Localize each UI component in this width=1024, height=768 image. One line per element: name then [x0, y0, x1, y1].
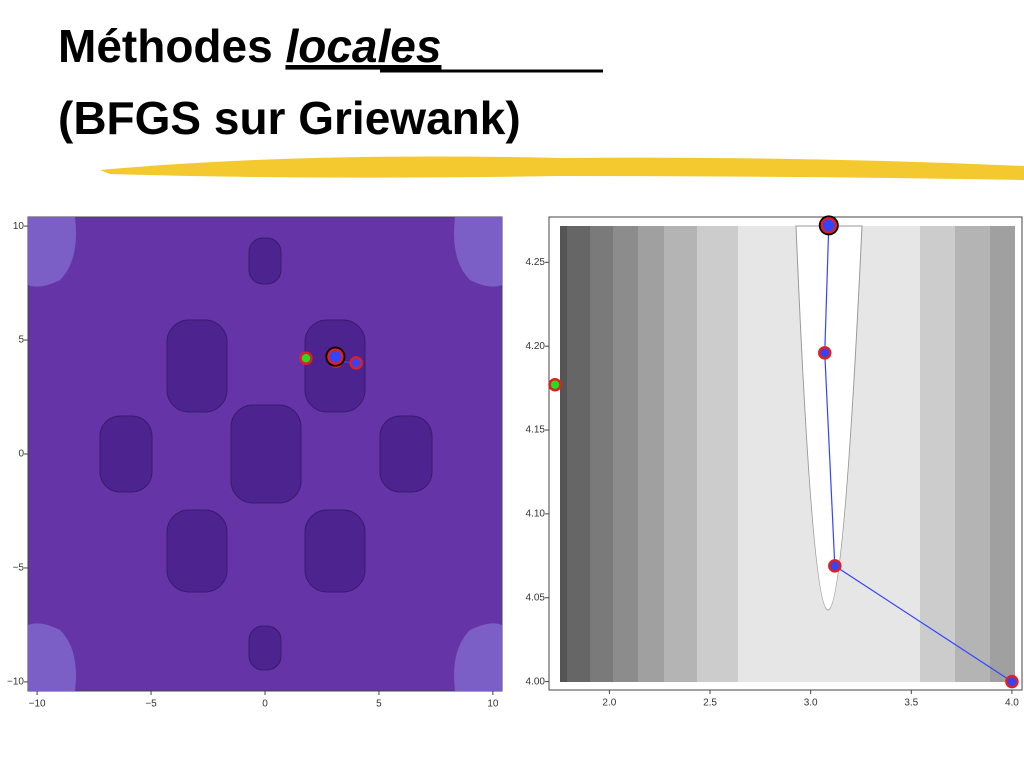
contour-right [548, 216, 1023, 691]
x-tick-label: −5 [145, 699, 157, 710]
x-tick-label: 4.0 [1005, 698, 1019, 709]
iterate [828, 559, 842, 573]
iterate [1005, 674, 1019, 689]
bfgs-path [824, 225, 1013, 683]
brush-stroke [100, 156, 1024, 180]
y-tick-label: 4.20 [526, 341, 546, 352]
start-point [548, 377, 562, 392]
y-tick-label: 4.15 [526, 425, 546, 436]
x-tick-label: 0 [262, 699, 268, 710]
iterate [327, 348, 344, 365]
y-tick-label: −10 [7, 677, 24, 688]
title-line: (BFGS sur Griewank) [58, 92, 521, 144]
x-tick-label: 2.0 [602, 698, 616, 709]
y-tick-label: −5 [13, 563, 25, 574]
x-tick-label: 3.5 [904, 698, 918, 709]
y-tick-label: 4.25 [526, 257, 546, 268]
title-line: Méthodes locales [58, 20, 441, 72]
y-tick-label: 4.05 [526, 592, 546, 603]
x-tick-label: 2.5 [703, 698, 717, 709]
x-tick-label: 5 [376, 699, 382, 710]
iterate [349, 356, 363, 370]
y-tick-label: 0 [18, 449, 24, 460]
iterate [820, 217, 838, 234]
y-tick-label: 4.10 [526, 509, 546, 520]
title-text: Méthodes [58, 20, 285, 72]
iterate [817, 346, 832, 360]
y-tick-label: 10 [13, 221, 25, 232]
x-tick-label: 10 [487, 699, 499, 710]
start-point [299, 351, 313, 366]
x-tick-label: 3.0 [804, 698, 818, 709]
y-tick-label: 4.00 [526, 676, 546, 687]
y-tick-label: 5 [18, 335, 24, 346]
contour-left [27, 216, 503, 692]
title-emphasis: locales [285, 20, 441, 72]
x-tick-label: −10 [29, 699, 46, 710]
